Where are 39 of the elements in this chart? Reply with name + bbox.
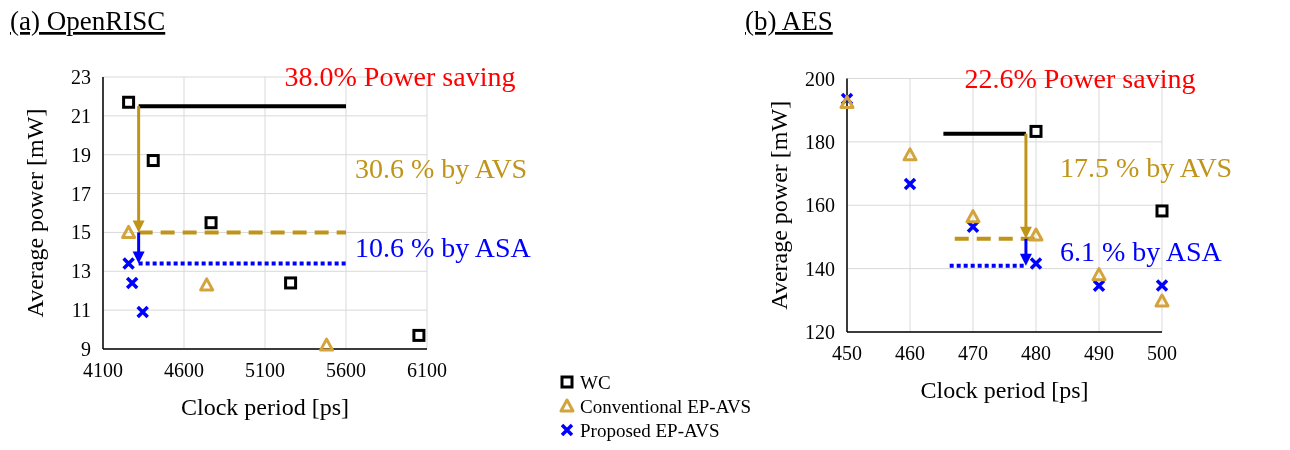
x-tick-label: 4100: [83, 359, 123, 381]
legend-label: WC: [580, 372, 611, 393]
y-tick-label: 9: [81, 338, 91, 360]
y-tick-label: 180: [805, 130, 835, 153]
annotation: 38.0% Power saving: [284, 61, 516, 92]
annotation: 30.6 % by AVS: [355, 153, 528, 185]
x-tick-label: 450: [832, 342, 862, 364]
x-tick-label: 5100: [245, 359, 285, 381]
x-tick-label: 480: [1021, 342, 1051, 364]
x-tick-label: 4600: [164, 359, 204, 381]
legend-label: Proposed EP-AVS: [580, 420, 720, 441]
y-tick-label: 17: [71, 182, 91, 205]
x-tick-label: 490: [1084, 342, 1114, 364]
annotation: 22.6% Power saving: [964, 62, 1196, 94]
x-tick-label: 460: [895, 342, 925, 364]
chart-title: (a) OpenRISC: [10, 6, 166, 36]
y-tick-label: 120: [805, 321, 835, 343]
x-tick-label: 6100: [407, 359, 447, 381]
x-tick-label: 470: [958, 342, 988, 364]
y-axis-title: Average power [mW]: [766, 100, 792, 310]
y-tick-label: 13: [71, 260, 91, 283]
annotation: 6.1 % by ASA: [1060, 236, 1223, 268]
y-tick-label: 23: [71, 66, 91, 88]
y-tick-label: 19: [71, 143, 91, 166]
y-tick-label: 21: [71, 104, 91, 127]
annotation: 10.6 % by ASA: [355, 231, 532, 263]
x-axis-title: Clock period [ps]: [181, 394, 349, 420]
y-tick-label: 11: [71, 299, 91, 322]
y-tick-label: 160: [805, 194, 835, 217]
chart-title: (b) AES: [745, 6, 833, 36]
y-tick-label: 15: [71, 221, 91, 244]
x-tick-label: 5600: [326, 359, 366, 381]
legend-label: Conventional EP-AVS: [580, 396, 752, 417]
annotation: 17.5 % by AVS: [1060, 152, 1233, 184]
y-tick-label: 140: [805, 257, 835, 280]
y-axis-title: Average power [mW]: [22, 108, 48, 318]
x-axis-title: Clock period [ps]: [920, 377, 1089, 403]
y-tick-label: 200: [805, 67, 835, 90]
x-tick-label: 500: [1147, 342, 1177, 364]
